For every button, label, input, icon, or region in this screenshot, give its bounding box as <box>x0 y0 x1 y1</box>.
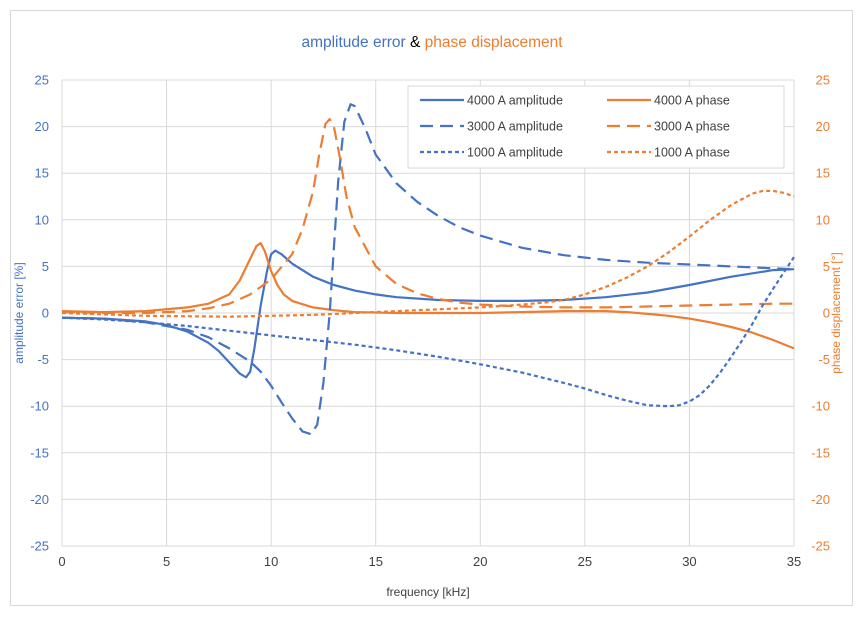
left-tick-label: -25 <box>30 539 49 554</box>
right-tick-label: -5 <box>818 352 830 367</box>
legend-box <box>407 85 785 169</box>
legend: 4000 A amplitude 4000 A phase 3000 A ampli… <box>407 85 785 169</box>
chart-title: amplitude error & phase displacement <box>301 34 563 51</box>
x-tick-label: 20 <box>473 554 487 569</box>
right-tick-label: 20 <box>816 119 830 134</box>
chart-title-phase: phase displacement <box>425 34 564 51</box>
right-tick-label: -15 <box>811 445 830 460</box>
legend-label: 4000 A phase <box>654 94 730 108</box>
left-axis-ticks: 25 20 15 10 5 0 -5 -10 -15 -20 -25 <box>30 73 49 554</box>
x-tick-label: 25 <box>578 554 592 569</box>
left-axis-title: amplitude error [%] <box>12 262 26 363</box>
series-line-3000-a-amplitude <box>61 103 795 436</box>
x-tick-label: 35 <box>787 554 801 569</box>
legend-label: 3000 A amplitude <box>467 120 563 134</box>
x-tick-label: 0 <box>58 554 65 569</box>
left-tick-label: 15 <box>35 166 49 181</box>
series-line-4000-a-amplitude <box>61 249 795 379</box>
right-tick-label: 0 <box>823 306 830 321</box>
x-tick-label: 30 <box>682 554 696 569</box>
right-axis-ticks: 25 20 15 10 5 0 -5 -10 -15 -20 -25 <box>811 73 830 554</box>
right-tick-label: 10 <box>816 212 830 227</box>
legend-label: 1000 A amplitude <box>467 146 563 160</box>
series-layer <box>61 103 795 436</box>
chart-title-ampersand: & <box>406 34 425 51</box>
left-tick-label: -20 <box>30 492 49 507</box>
right-tick-label: 25 <box>816 73 830 88</box>
x-axis-ticks: 0 5 10 15 20 25 30 35 <box>58 554 801 569</box>
x-tick-label: 5 <box>163 554 170 569</box>
left-tick-label: 5 <box>42 259 49 274</box>
legend-label: 3000 A phase <box>654 120 730 134</box>
x-tick-label: 10 <box>264 554 278 569</box>
left-tick-label: -5 <box>37 352 49 367</box>
right-axis-title: phase displacement [°] <box>829 252 843 374</box>
chart-title-amplitude: amplitude error <box>301 34 405 51</box>
series-line-1000-a-amplitude <box>61 256 795 408</box>
right-tick-label: -25 <box>811 539 830 554</box>
series-line-1000-a-phase <box>61 189 795 318</box>
legend-label: 1000 A phase <box>654 146 730 160</box>
legend-label: 4000 A amplitude <box>467 94 563 108</box>
left-tick-label: 0 <box>42 306 49 321</box>
gridlines <box>61 79 795 547</box>
left-tick-label: 10 <box>35 212 49 227</box>
left-tick-label: -15 <box>30 445 49 460</box>
x-axis-title: frequency [kHz] <box>386 585 469 599</box>
left-tick-label: 25 <box>35 73 49 88</box>
right-tick-label: 15 <box>816 166 830 181</box>
x-tick-label: 15 <box>368 554 382 569</box>
left-tick-label: 20 <box>35 119 49 134</box>
right-tick-label: -20 <box>811 492 830 507</box>
right-tick-label: -10 <box>811 399 830 414</box>
right-tick-label: 5 <box>823 259 830 274</box>
series-line-3000-a-phase <box>61 117 794 315</box>
left-tick-label: -10 <box>30 399 49 414</box>
series-line-4000-a-phase <box>61 242 795 350</box>
